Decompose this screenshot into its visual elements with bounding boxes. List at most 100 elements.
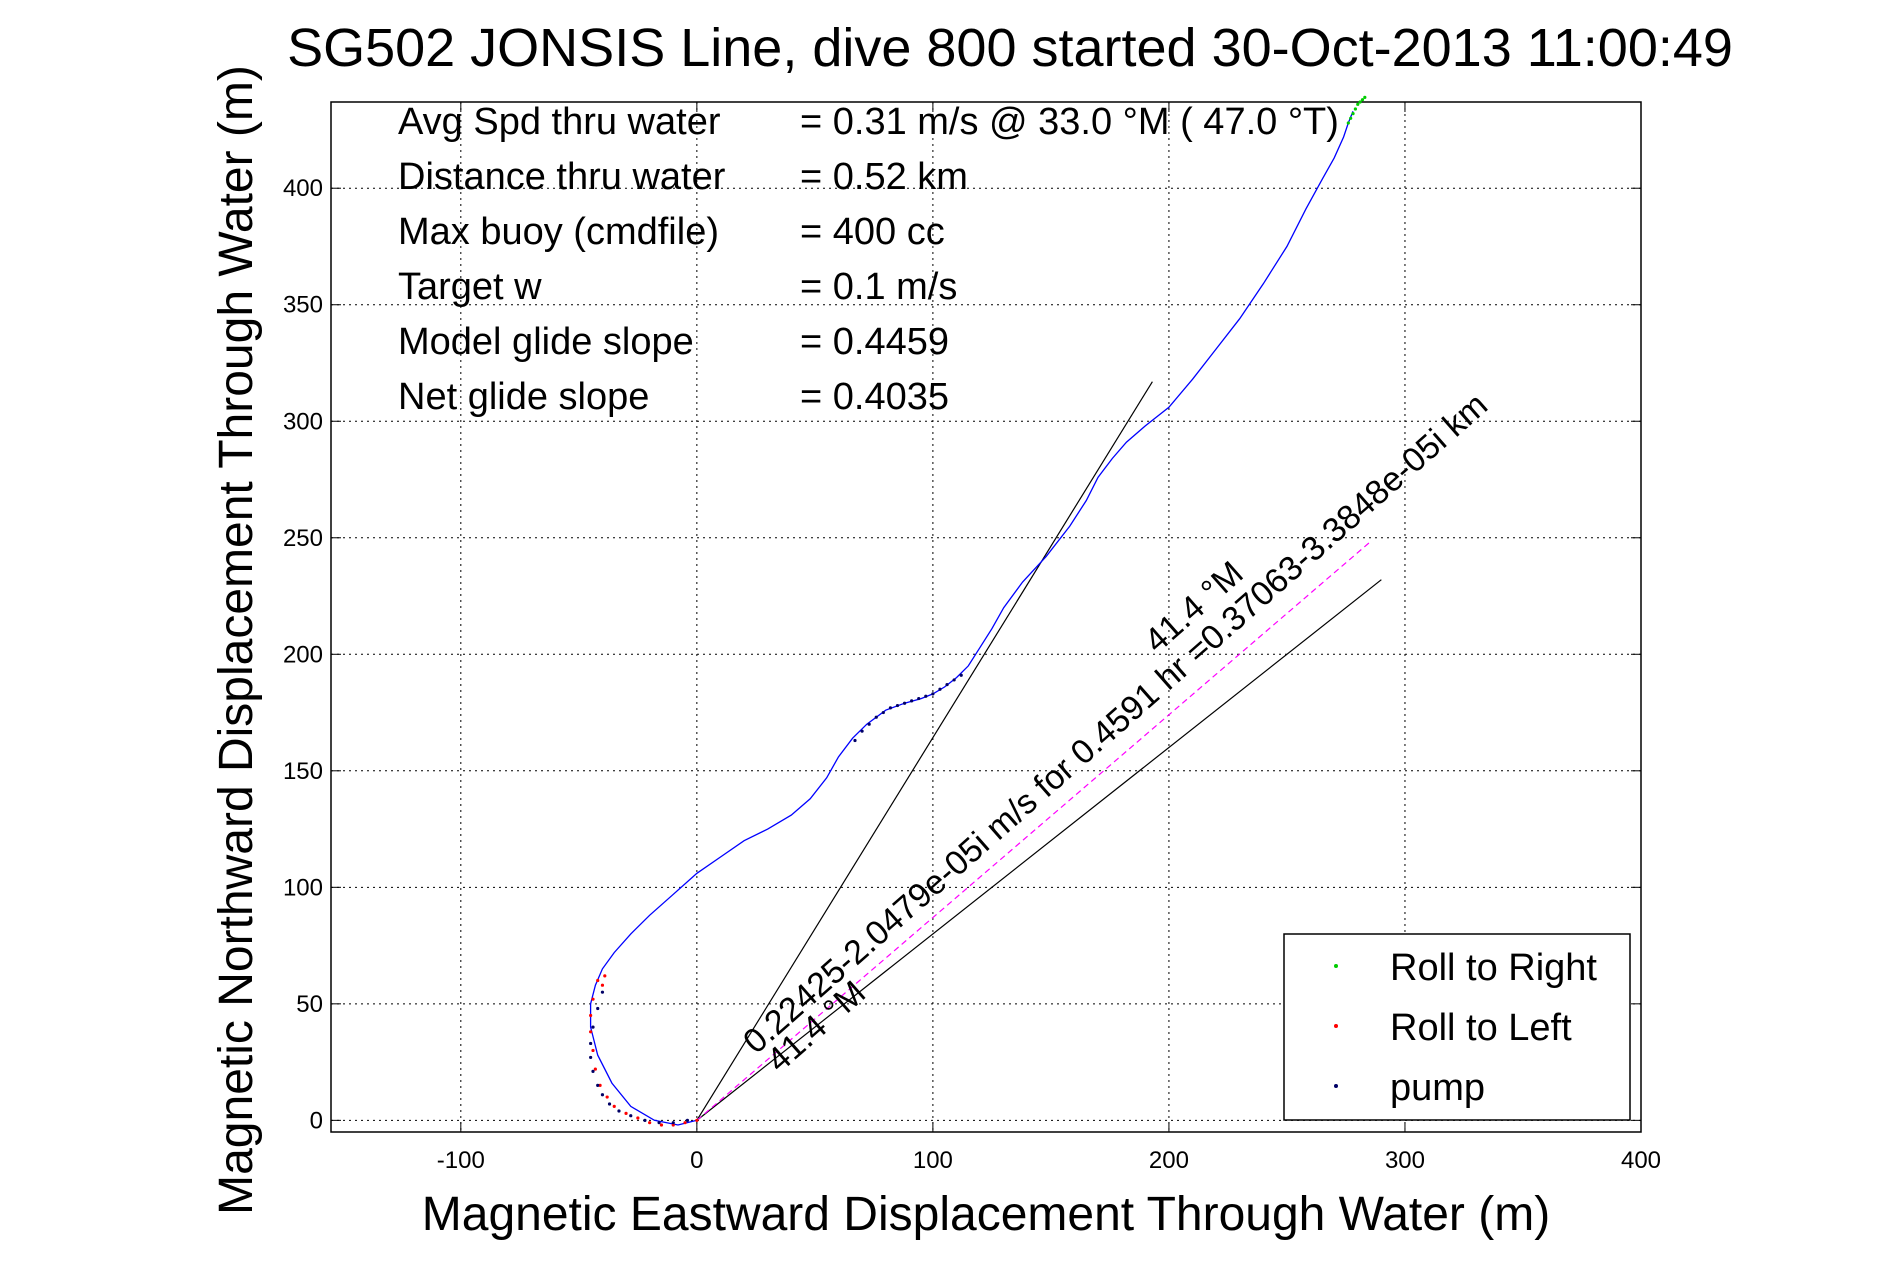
data-point bbox=[600, 1093, 605, 1097]
y-tick-label: 200 bbox=[283, 641, 323, 668]
data-point bbox=[624, 1111, 628, 1115]
x-tick-label: 100 bbox=[913, 1147, 953, 1174]
info-label: Model glide slope bbox=[398, 321, 694, 363]
data-point bbox=[603, 974, 607, 978]
data-point bbox=[589, 1030, 593, 1034]
y-tick-label: 400 bbox=[283, 175, 323, 202]
legend-label: pump bbox=[1390, 1067, 1485, 1109]
data-point bbox=[1349, 116, 1353, 120]
y-tick-label: 350 bbox=[283, 292, 323, 319]
data-point bbox=[591, 997, 595, 1001]
data-point bbox=[600, 990, 605, 994]
x-tick-label: -100 bbox=[437, 1147, 485, 1174]
reference-line bbox=[696, 541, 1370, 1121]
data-point bbox=[589, 1055, 593, 1060]
data-point bbox=[945, 682, 949, 687]
data-point bbox=[895, 703, 900, 708]
data-point bbox=[931, 692, 935, 696]
info-label: Distance thru water bbox=[398, 156, 726, 198]
point-series bbox=[589, 673, 963, 1125]
info-value: = 0.31 m/s @ 33.0 °M ( 47.0 °T) bbox=[800, 101, 1339, 143]
data-point bbox=[591, 1048, 595, 1053]
data-point bbox=[1346, 121, 1350, 125]
data-point bbox=[1363, 95, 1367, 99]
data-point bbox=[888, 706, 893, 710]
data-point bbox=[938, 687, 942, 691]
info-label: Max buoy (cmdfile) bbox=[398, 211, 719, 253]
data-point bbox=[629, 1114, 633, 1118]
info-value: = 0.52 km bbox=[800, 156, 968, 198]
data-point bbox=[612, 1104, 616, 1108]
data-point bbox=[695, 1118, 699, 1122]
data-point bbox=[596, 1006, 600, 1011]
y-tick-label: 0 bbox=[310, 1107, 323, 1134]
data-point bbox=[1360, 98, 1365, 102]
data-point bbox=[596, 978, 600, 983]
data-point bbox=[659, 1123, 664, 1127]
y-axis-label: Magnetic Northward Displacement Through … bbox=[210, 65, 263, 1215]
data-point bbox=[617, 1109, 621, 1113]
data-point bbox=[593, 1067, 597, 1071]
data-point bbox=[657, 1121, 661, 1125]
legend-marker bbox=[1334, 1024, 1338, 1028]
info-label: Net glide slope bbox=[398, 376, 649, 418]
data-point bbox=[917, 696, 921, 701]
x-tick-label: 300 bbox=[1385, 1147, 1425, 1174]
x-axis-ticks: -100 0 100 200 300 400 bbox=[437, 102, 1661, 1174]
point-series bbox=[589, 974, 699, 1127]
data-point bbox=[671, 1121, 675, 1125]
data-point bbox=[589, 1041, 593, 1046]
data-point bbox=[683, 1121, 687, 1125]
info-label: Target w bbox=[398, 266, 542, 308]
chart-title: SG502 JONSIS Line, dive 800 started 30-O… bbox=[287, 18, 1733, 78]
data-point bbox=[959, 673, 963, 677]
data-point bbox=[671, 1123, 675, 1127]
data-point bbox=[902, 701, 907, 705]
reference-line bbox=[696, 579, 1382, 1121]
reference-lines bbox=[696, 381, 1382, 1121]
info-label: Avg Spd thru water bbox=[398, 101, 721, 143]
x-tick-label: 0 bbox=[690, 1147, 703, 1174]
data-point bbox=[860, 729, 864, 733]
data-point bbox=[636, 1116, 640, 1120]
y-axis-ticks: 0 50 100 150 200 250 300 350 400 bbox=[283, 175, 1641, 1134]
data-point bbox=[1353, 107, 1357, 111]
data-point bbox=[874, 715, 878, 719]
legend-marker bbox=[1334, 1084, 1338, 1088]
info-value: = 0.1 m/s bbox=[800, 266, 957, 308]
data-point bbox=[589, 1013, 593, 1018]
data-point bbox=[867, 722, 871, 726]
info-block: Avg Spd thru water = 0.31 m/s @ 33.0 °M (… bbox=[398, 101, 1339, 418]
data-point bbox=[1358, 100, 1362, 104]
info-value: = 400 cc bbox=[800, 211, 945, 253]
data-point bbox=[591, 1025, 595, 1029]
info-value: = 0.4459 bbox=[800, 321, 949, 363]
data-point bbox=[910, 699, 914, 703]
data-point bbox=[1351, 112, 1355, 116]
data-point bbox=[607, 1102, 612, 1106]
data-point bbox=[605, 1095, 609, 1099]
plot-area: -100 0 100 200 300 400 0 50 100 150 200 250 300 350 4… bbox=[283, 95, 1661, 1174]
x-tick-label: 400 bbox=[1621, 1147, 1661, 1174]
info-value: = 0.4035 bbox=[800, 376, 949, 418]
data-point bbox=[648, 1121, 652, 1125]
reference-line bbox=[696, 381, 1153, 1121]
data-series bbox=[589, 95, 1367, 1127]
y-tick-label: 300 bbox=[283, 408, 323, 435]
data-point bbox=[1356, 102, 1360, 106]
legend-label: Roll to Left bbox=[1390, 1007, 1572, 1049]
point-series bbox=[1346, 95, 1367, 125]
y-tick-label: 250 bbox=[283, 525, 323, 552]
legend-label: Roll to Right bbox=[1390, 947, 1597, 989]
legend-marker bbox=[1334, 964, 1338, 968]
data-point bbox=[596, 1083, 600, 1087]
legend: Roll to Right Roll to Left pump bbox=[1283, 933, 1631, 1121]
data-point bbox=[924, 694, 928, 698]
y-tick-label: 100 bbox=[283, 874, 323, 901]
data-point bbox=[881, 710, 885, 715]
data-point bbox=[591, 1069, 595, 1074]
data-point bbox=[643, 1118, 647, 1122]
data-point bbox=[952, 678, 956, 682]
y-tick-label: 50 bbox=[296, 991, 323, 1018]
